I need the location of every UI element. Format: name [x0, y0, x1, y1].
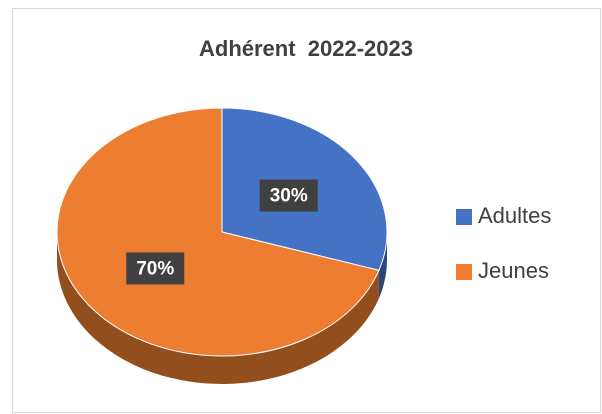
value-label-box — [126, 252, 185, 285]
legend-label: Adultes — [478, 203, 551, 228]
slice-side — [57, 232, 379, 384]
legend-label: Jeunes — [478, 258, 549, 283]
legend-swatch — [456, 264, 472, 280]
legend: Adultes Jeunes — [456, 203, 551, 283]
pie: 30% 70% — [56, 107, 388, 384]
value-label: 70% — [136, 258, 174, 279]
legend-swatch — [456, 209, 472, 225]
slice-side — [378, 232, 387, 299]
value-label: 30% — [270, 186, 308, 207]
value-label-box — [259, 179, 318, 212]
slice — [56, 107, 380, 357]
chart-title: Adhérent 2022-2023 — [199, 36, 413, 61]
